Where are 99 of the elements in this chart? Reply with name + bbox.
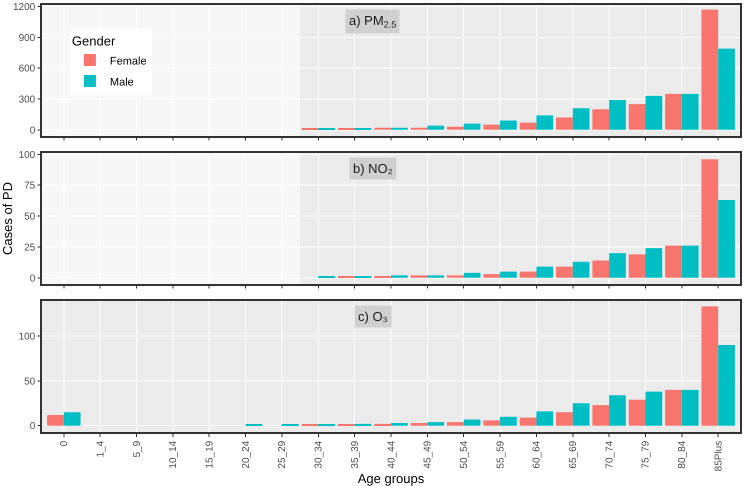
x-tick-label: 80_84 bbox=[677, 440, 688, 469]
y-tick-label: 0 bbox=[30, 125, 36, 136]
bar bbox=[427, 126, 444, 130]
bar bbox=[572, 403, 590, 426]
bar bbox=[609, 395, 626, 426]
y-tick-label: 0 bbox=[30, 273, 36, 284]
bar bbox=[520, 418, 536, 426]
x-tick-label: 70_74 bbox=[604, 440, 616, 469]
bar bbox=[665, 390, 682, 426]
bar bbox=[592, 405, 610, 426]
legend-label: Female bbox=[110, 55, 147, 68]
x-tick-label: 45_49 bbox=[422, 440, 434, 469]
x-tick-label: 65_69 bbox=[568, 440, 580, 469]
bar bbox=[536, 411, 554, 426]
x-tick-label: 30_34 bbox=[314, 440, 325, 469]
bar bbox=[446, 126, 464, 130]
bar bbox=[572, 108, 590, 130]
bar bbox=[464, 272, 480, 278]
bar bbox=[500, 120, 517, 130]
x-axis-title: Age groups bbox=[358, 471, 425, 486]
bar bbox=[665, 94, 682, 130]
bar bbox=[665, 246, 682, 278]
bar bbox=[572, 262, 590, 278]
bar bbox=[556, 266, 573, 278]
y-tick-label: 0 bbox=[30, 421, 36, 432]
bar bbox=[483, 274, 500, 278]
bar bbox=[64, 412, 81, 426]
bar bbox=[427, 275, 444, 278]
bar bbox=[718, 48, 735, 130]
bar bbox=[520, 122, 536, 130]
bar bbox=[592, 260, 610, 278]
x-tick-label: 1_4 bbox=[95, 440, 106, 458]
bar bbox=[374, 424, 391, 426]
y-tick-label: 100 bbox=[18, 332, 36, 343]
bar bbox=[520, 272, 536, 278]
bar bbox=[354, 424, 372, 426]
bar bbox=[483, 420, 500, 426]
bar bbox=[391, 423, 408, 426]
bar bbox=[47, 414, 64, 426]
bar bbox=[556, 117, 573, 130]
bar bbox=[645, 392, 662, 426]
bar bbox=[701, 159, 718, 278]
x-tick-label: 5_9 bbox=[132, 440, 143, 458]
legend-title: Gender bbox=[72, 34, 116, 49]
bar bbox=[682, 246, 699, 278]
x-tick-label: 10_14 bbox=[168, 440, 180, 469]
text: c) O₃ bbox=[358, 309, 388, 324]
y-tick-label: 300 bbox=[18, 94, 36, 106]
bar bbox=[556, 412, 573, 426]
x-tick-label: 50_54 bbox=[458, 440, 470, 469]
y-tick-label: 1200 bbox=[13, 2, 36, 14]
bar bbox=[645, 96, 662, 130]
bar bbox=[609, 253, 626, 278]
x-tick-label: 60_64 bbox=[532, 440, 543, 469]
x-tick-label: 35_39 bbox=[350, 440, 361, 469]
x-tick-label: 0 bbox=[59, 440, 70, 446]
bar bbox=[427, 422, 444, 426]
bar bbox=[536, 115, 554, 130]
bar bbox=[464, 419, 480, 426]
bar bbox=[628, 254, 646, 278]
bar bbox=[536, 266, 554, 278]
y-tick-label: 50 bbox=[24, 376, 36, 388]
x-tick-label: 75_79 bbox=[640, 440, 652, 469]
bar bbox=[628, 400, 646, 426]
x-tick-label: 85Plus bbox=[713, 440, 724, 472]
y-tick-label: 50 bbox=[24, 212, 36, 223]
bar bbox=[464, 124, 480, 130]
y-axis-title: Cases of PD bbox=[0, 182, 15, 255]
bar bbox=[609, 100, 626, 130]
x-tick-label: 20_24 bbox=[240, 440, 252, 469]
bar bbox=[645, 248, 662, 278]
bar bbox=[410, 275, 428, 278]
bar bbox=[682, 94, 699, 130]
bar bbox=[410, 423, 428, 426]
y-tick-label: 900 bbox=[18, 32, 36, 44]
y-tick-label: 25 bbox=[24, 242, 36, 254]
bar bbox=[592, 109, 610, 130]
bar bbox=[628, 104, 646, 130]
bar bbox=[718, 345, 735, 426]
text: b) NO₂ bbox=[353, 161, 393, 176]
x-tick-label: 15_19 bbox=[204, 440, 216, 469]
bar bbox=[701, 10, 718, 130]
bar bbox=[500, 416, 517, 426]
bar bbox=[391, 275, 408, 278]
x-tick-label: 40_44 bbox=[386, 440, 398, 469]
bar bbox=[701, 306, 718, 426]
text: a) PM$_{2.5}$ bbox=[349, 13, 396, 30]
bar bbox=[483, 124, 500, 130]
bar bbox=[682, 390, 699, 426]
bar bbox=[718, 200, 735, 278]
legend-label: Male bbox=[110, 76, 134, 88]
bar bbox=[446, 422, 464, 426]
y-tick-label: 100 bbox=[18, 150, 36, 161]
y-tick-label: 600 bbox=[18, 64, 36, 75]
x-tick-label: 25_29 bbox=[277, 440, 288, 469]
y-tick-label: 75 bbox=[24, 180, 36, 192]
bar bbox=[500, 272, 517, 278]
bar bbox=[446, 275, 464, 278]
x-tick-label: 55_59 bbox=[495, 440, 506, 469]
